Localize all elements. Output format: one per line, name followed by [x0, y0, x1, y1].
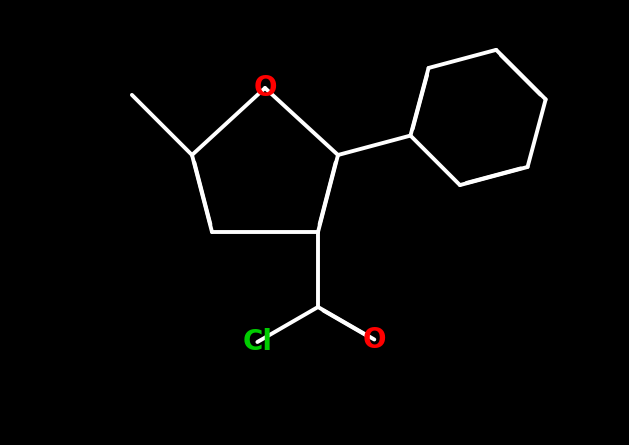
Text: O: O: [253, 74, 277, 102]
Text: O: O: [362, 325, 386, 353]
Text: Cl: Cl: [242, 328, 272, 356]
